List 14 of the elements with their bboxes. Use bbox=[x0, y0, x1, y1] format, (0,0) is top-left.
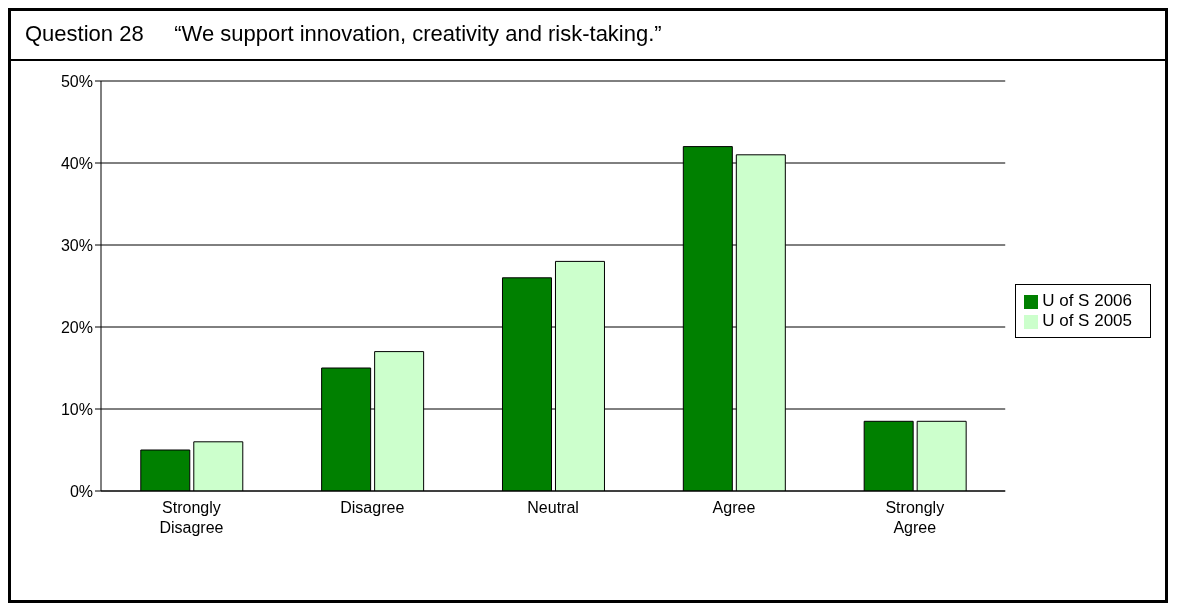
x-tick-label: Agree bbox=[712, 499, 756, 516]
x-tick-label: Neutral bbox=[527, 499, 579, 516]
y-tick-label: 0% bbox=[69, 482, 93, 500]
x-tick-label: Strongly Agree bbox=[885, 499, 945, 536]
y-tick-label: 20% bbox=[60, 318, 93, 336]
chart-title: Question 28 “We support innovation, creativity and risk-taking.” bbox=[11, 11, 1165, 61]
x-tick-label: Strongly Disagree bbox=[159, 499, 224, 536]
y-tick-label: 30% bbox=[60, 236, 93, 254]
legend-label: U of S 2005 bbox=[1042, 311, 1132, 330]
y-tick-label: 40% bbox=[60, 154, 93, 172]
y-tick-label: 10% bbox=[60, 400, 93, 418]
legend-label: U of S 2006 bbox=[1042, 291, 1132, 310]
x-tick-label: Disagree bbox=[340, 499, 405, 516]
y-tick-label: 50% bbox=[60, 72, 93, 90]
